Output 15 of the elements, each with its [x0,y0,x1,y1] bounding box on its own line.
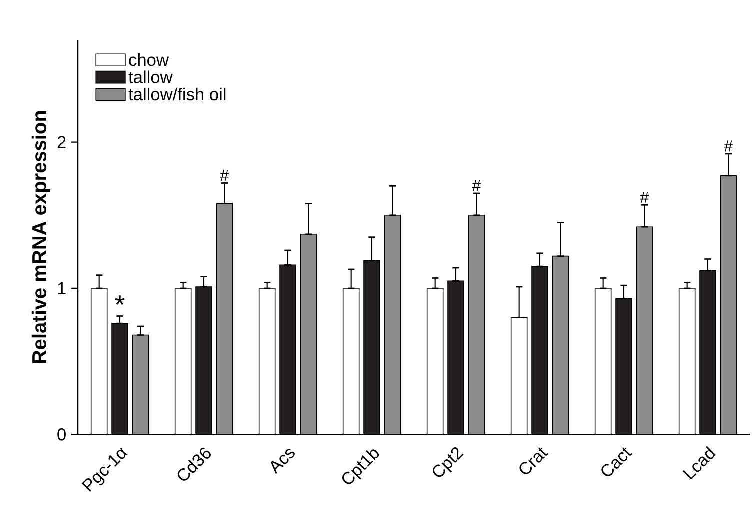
annotation: * [115,296,125,305]
x-tick-label: Crat [520,448,548,474]
annotation: # [472,180,482,192]
x-tick-label: Acs [271,448,295,474]
annotation: # [724,140,734,152]
legend-label: tallow/fish oil [128,88,226,101]
y-axis-title: Relative mRNA expression [32,111,50,364]
y-tick-label: 1 [58,282,66,294]
annotation: # [640,192,650,203]
y-tick-label: 2 [58,136,66,148]
annotation: # [220,170,230,181]
legend-label: chow [129,53,170,66]
y-tick-label: 0 [58,428,66,441]
x-tick-label: Cact [602,448,632,476]
legend-label: tallow [128,70,173,84]
